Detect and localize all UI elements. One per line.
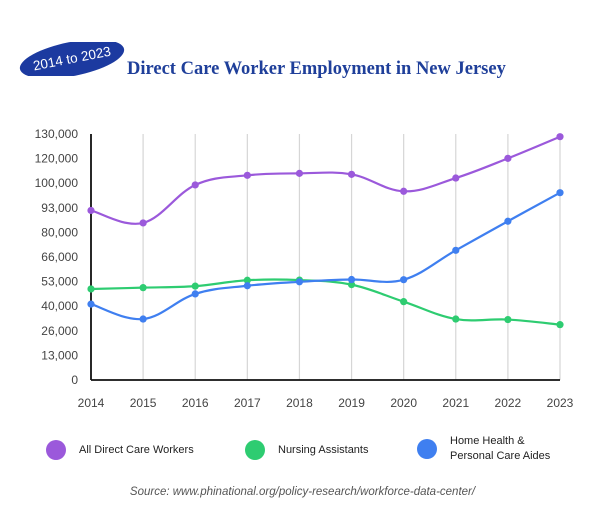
y-tick-label: 0 [71,373,78,387]
series-line-nursing-assistants [90,278,561,326]
data-point-home-health-personal-care-aides-2023 [556,189,564,197]
data-point-home-health-personal-care-aides-2014 [87,300,95,308]
series-line-home-health-personal-care-aides [90,191,561,321]
data-point-all-direct-care-workers-2019 [347,170,356,178]
data-point-all-direct-care-workers-2023 [556,133,564,141]
y-tick-labels: 0 13,000 26,000 40,000 53,000 66,000 80,000 93,… [35,127,79,387]
x-tick-label: 2018 [286,396,313,410]
legend-label-nursing-assistants: Nursing Assistants [278,443,369,456]
series-all-direct-care-workers [87,133,564,227]
series-nursing-assistants [87,276,564,329]
data-point-nursing-assistants-2023 [556,321,564,329]
y-tick-label: 53,000 [41,275,78,289]
x-tick-label: 2023 [547,396,574,410]
x-tick-labels: 2014 2015 2016 2017 2018 2019 2020 2021 2022 2023 [78,396,574,410]
data-point-nursing-assistants-2020 [400,298,408,306]
data-point-home-health-personal-care-aides-2018 [295,278,304,286]
date-range-badge [19,42,125,76]
y-tick-label: 100,000 [35,176,79,190]
y-tick-label: 66,000 [41,250,78,264]
data-point-all-direct-care-workers-2015 [139,219,147,227]
data-point-home-health-personal-care-aides-2019 [347,275,356,284]
legend-item-nursing-assistants: Nursing Assistants [245,440,368,460]
series-line-all-direct-care-workers [90,135,561,225]
data-point-all-direct-care-workers-2017 [243,171,251,179]
x-tick-label: 2020 [390,396,417,410]
y-tick-label: 40,000 [41,299,78,313]
data-point-home-health-personal-care-aides-2017 [243,282,251,290]
data-point-nursing-assistants-2017 [243,276,251,284]
legend-item-all-direct-care-workers: All Direct Care Workers [46,440,194,460]
data-point-all-direct-care-workers-2014 [87,206,95,215]
data-point-home-health-personal-care-aides-2015 [139,315,147,323]
x-tick-label: 2017 [234,396,261,410]
source-note: Source: www.phinational.org/policy-resea… [129,486,476,498]
data-point-nursing-assistants-2022 [504,315,512,324]
legend-swatch-all-direct-care-workers [46,440,66,460]
y-tick-label: 130,000 [35,127,79,141]
data-point-all-direct-care-workers-2022 [504,154,512,162]
data-point-nursing-assistants-2021 [452,315,460,323]
x-tick-label: 2022 [495,396,522,410]
data-point-nursing-assistants-2014 [87,285,95,293]
x-tick-label: 2015 [130,396,157,410]
y-tick-label: 80,000 [41,225,78,239]
data-point-nursing-assistants-2019 [347,281,356,289]
data-point-home-health-personal-care-aides-2016 [191,290,199,298]
data-point-home-health-personal-care-aides-2020 [400,276,408,284]
legend-label-home-health-aides: Home Health & Personal Care Aides [450,435,551,462]
data-point-all-direct-care-workers-2016 [191,181,199,189]
x-tick-label: 2021 [442,396,469,410]
data-point-all-direct-care-workers-2021 [452,174,460,182]
x-tick-label: 2019 [338,396,365,410]
y-tick-label: 26,000 [41,324,78,338]
y-tick-label: 93,000 [41,201,78,215]
data-point-home-health-personal-care-aides-2021 [452,246,460,254]
legend-swatch-home-health-aides [417,439,437,459]
line-chart: 0 13,000 26,000 40,000 53,000 66,000 80,000 93,… [35,127,574,410]
y-tick-label: 13,000 [41,348,78,362]
legend-swatch-nursing-assistants [245,440,265,460]
legend-item-home-health-aides: Home Health & Personal Care Aides [417,434,550,464]
data-point-nursing-assistants-2016 [191,282,199,290]
chart-title: Direct Care Worker Employment in New Jer… [127,59,506,79]
chart-series [87,133,564,329]
x-tick-label: 2014 [78,396,105,410]
x-tick-label: 2016 [182,396,209,410]
data-point-nursing-assistants-2015 [139,284,147,292]
chart-axes [90,134,560,381]
data-point-home-health-personal-care-aides-2022 [504,217,512,225]
y-tick-label: 120,000 [35,152,79,166]
data-point-all-direct-care-workers-2020 [400,187,408,195]
legend-label-all-direct-care-workers: All Direct Care Workers [79,443,194,456]
series-home-health-personal-care-aides [87,189,564,323]
data-point-all-direct-care-workers-2018 [295,169,304,177]
